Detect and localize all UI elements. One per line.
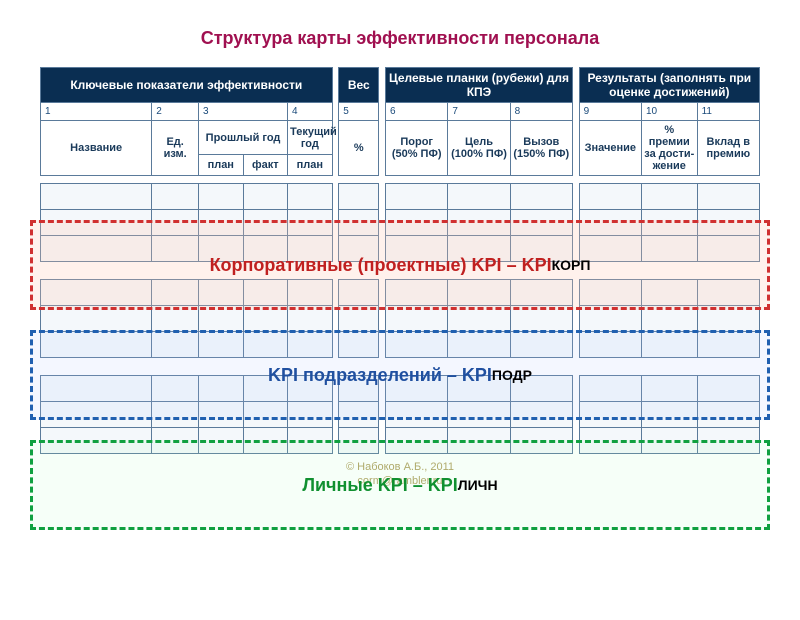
table-row xyxy=(41,280,760,306)
col-num: 10 xyxy=(641,103,697,121)
sub-bonus: % премии за дости-жение xyxy=(641,121,697,176)
hdr-weight: Вес xyxy=(339,68,379,103)
sub-goal: Цель (100% ПФ) xyxy=(448,121,510,176)
sub-unit: Ед. изм. xyxy=(152,121,199,176)
page-title: Структура карты эффективности персонала xyxy=(0,0,800,67)
footer: © Набоков А.Б., 2011 corm@rambler.ru xyxy=(0,460,800,489)
spacer-row xyxy=(41,176,760,184)
col-num: 7 xyxy=(448,103,510,121)
sub-threshold: Порог (50% ПФ) xyxy=(386,121,448,176)
sub-plan: план xyxy=(199,155,244,176)
sub-prev-year: Прошлый год xyxy=(199,121,288,155)
footer-copyright: © Набоков А.Б., 2011 xyxy=(0,460,800,474)
col-num: 9 xyxy=(579,103,641,121)
spacer-row xyxy=(41,358,760,376)
sub-name: Название xyxy=(41,121,152,176)
gap xyxy=(572,121,579,176)
col-num: 3 xyxy=(199,103,288,121)
footer-email: corm@rambler.ru xyxy=(0,474,800,488)
gap xyxy=(379,103,386,121)
col-num: 11 xyxy=(697,103,759,121)
sub-contribution: Вклад в премию xyxy=(697,121,759,176)
header-row-sub1: Название Ед. изм. Прошлый год Текущий го… xyxy=(41,121,760,155)
sub-plan2: план xyxy=(288,155,333,176)
col-num: 1 xyxy=(41,103,152,121)
gap xyxy=(379,68,386,103)
sub-curr-year: Текущий год xyxy=(288,121,333,155)
table-row xyxy=(41,376,760,402)
sub-percent: % xyxy=(339,121,379,176)
header-row-numbers: 1 2 3 4 5 6 7 8 9 10 11 xyxy=(41,103,760,121)
table-row xyxy=(41,184,760,210)
col-num: 8 xyxy=(510,103,572,121)
kpi-table-wrap: Ключевые показатели эффективности Вес Це… xyxy=(40,67,760,454)
gap xyxy=(572,68,579,103)
hdr-targets: Целевые планки (рубежи) для КПЭ xyxy=(386,68,573,103)
sub-challenge: Вызов (150% ПФ) xyxy=(510,121,572,176)
header-row-groups: Ключевые показатели эффективности Вес Це… xyxy=(41,68,760,103)
table-row xyxy=(41,306,760,332)
table-row xyxy=(41,210,760,236)
col-num: 5 xyxy=(339,103,379,121)
hdr-kpi: Ключевые показатели эффективности xyxy=(41,68,333,103)
sub-value: Значение xyxy=(579,121,641,176)
col-num: 2 xyxy=(152,103,199,121)
hdr-results: Результаты (заполнять при оценке достиже… xyxy=(579,68,759,103)
col-num: 4 xyxy=(288,103,333,121)
sub-fact: факт xyxy=(243,155,288,176)
col-num: 6 xyxy=(386,103,448,121)
gap xyxy=(379,121,386,176)
table-row xyxy=(41,428,760,454)
table-row xyxy=(41,236,760,262)
kpi-table: Ключевые показатели эффективности Вес Це… xyxy=(40,67,760,454)
spacer-row xyxy=(41,262,760,280)
table-row xyxy=(41,332,760,358)
gap xyxy=(332,103,339,121)
table-row xyxy=(41,402,760,428)
gap xyxy=(572,103,579,121)
gap xyxy=(332,68,339,103)
